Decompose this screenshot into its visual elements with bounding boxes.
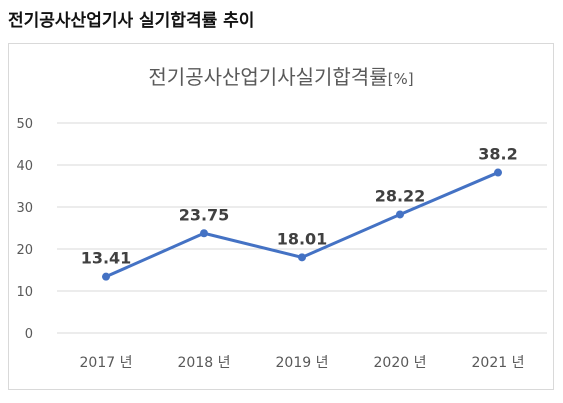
chart-title-text: 전기공사산업기사실기합격률 — [148, 65, 388, 89]
y-tick-label: 0 — [25, 327, 33, 342]
chart-frame: 전기공사산업기사실기합격률[%] 0 10 20 30 40 50 2017 년 2018 년… — [8, 43, 554, 390]
data-label: 28.22 — [375, 186, 426, 205]
x-tick-label: 2020 년 — [374, 355, 427, 371]
data-label: 18.01 — [277, 229, 328, 248]
chart-title-unit: [%] — [387, 70, 414, 88]
x-tick-label: 2018 년 — [178, 355, 231, 371]
x-tick-label: 2017 년 — [80, 355, 133, 371]
data-point — [200, 229, 208, 238]
y-tick-label: 30 — [16, 201, 33, 216]
data-point — [298, 253, 306, 262]
x-tick-label: 2019 년 — [276, 355, 329, 371]
data-point — [494, 168, 502, 177]
chart-title: 전기공사산업기사실기합격률[%] — [9, 61, 553, 90]
data-point — [102, 272, 110, 281]
x-tick-label: 2021 년 — [472, 355, 525, 371]
y-tick-label: 10 — [16, 285, 33, 300]
y-tick-label: 40 — [16, 159, 33, 174]
data-label: 38.2 — [478, 145, 517, 164]
line-chart: 0 10 20 30 40 50 2017 년 2018 년 2019 년 2020 년 2021 … — [16, 117, 547, 371]
data-point — [396, 210, 404, 219]
page-heading: 전기공사산업기사 실기합격률 추이 — [8, 11, 255, 31]
data-label: 13.41 — [81, 249, 132, 268]
y-tick-label: 50 — [16, 117, 33, 132]
y-tick-label: 20 — [16, 243, 33, 258]
data-label: 23.75 — [179, 205, 230, 224]
